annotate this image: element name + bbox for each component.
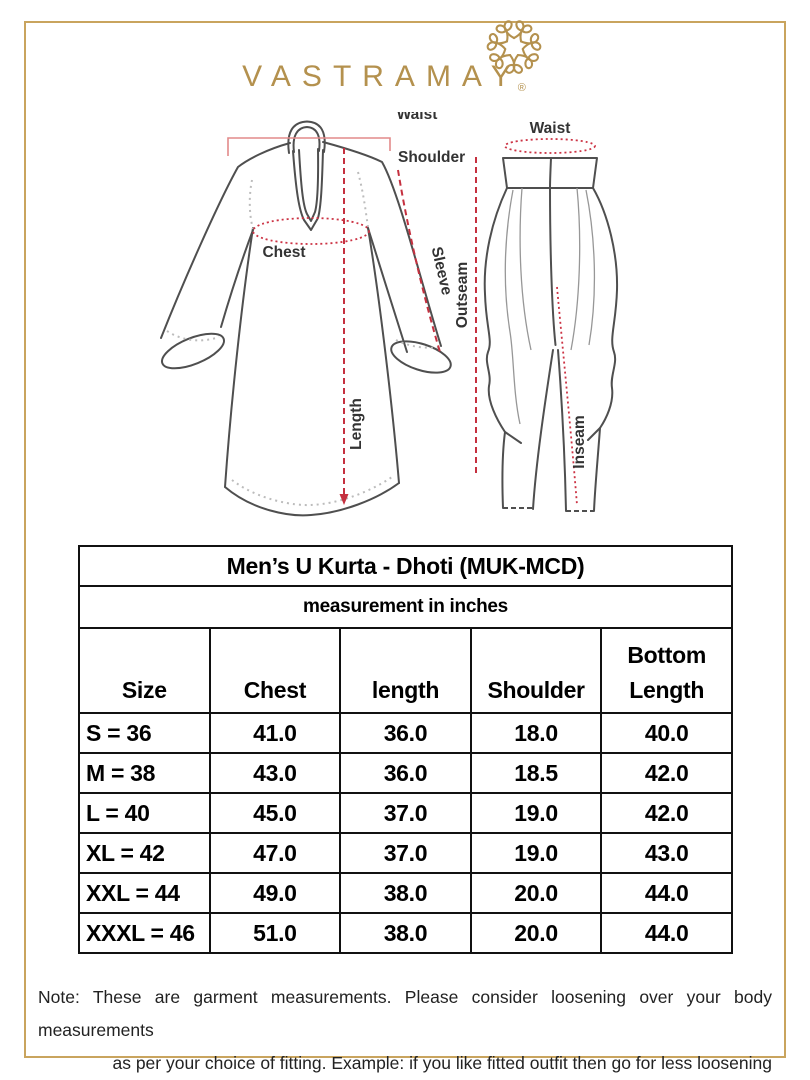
cell-chest: 51.0 [208,912,342,954]
table-subtitle-row: measurement in inches [78,585,733,629]
cell-bottom_length: 44.0 [600,912,733,954]
cell-shoulder: 18.0 [469,712,603,754]
size-chart-table: Men’s U Kurta - Dhoti (MUK-MCD) measurem… [78,545,733,954]
cell-length: 38.0 [339,872,472,914]
table-row: M = 38 43.0 36.0 18.5 42.0 [78,752,733,794]
cell-size: S = 36 [78,712,211,754]
note-line-2: as per your choice of fitting. Example: … [112,1053,772,1073]
cell-bottom_length: 42.0 [600,752,733,794]
column-header-size: Size [78,627,211,714]
cell-shoulder: 20.0 [469,912,603,954]
cell-length: 37.0 [339,832,472,874]
cell-chest: 49.0 [208,872,342,914]
table-row: S = 36 41.0 36.0 18.0 40.0 [78,712,733,754]
mandala-petals [485,20,543,76]
size-table-body: S = 36 41.0 36.0 18.0 40.0 M = 38 43.0 36.0 18.5… [78,712,733,954]
cell-chest: 41.0 [208,712,342,754]
kurta-length-label: Length [348,398,365,450]
kurta-shoulder-label: Shoulder [398,149,465,166]
cell-size: XL = 42 [78,832,211,874]
dhoti-outseam-label: Outseam [454,262,471,328]
kurta-chest-label: Chest [262,244,305,261]
dhoti-waist-label: Waist [530,120,571,137]
column-header-shoulder: Shoulder [469,627,603,714]
cell-size: XXL = 44 [78,872,211,914]
table-title-row: Men’s U Kurta - Dhoti (MUK-MCD) [78,545,733,587]
table-row: XXXL = 46 51.0 38.0 20.0 44.0 [78,912,733,954]
cell-length: 36.0 [339,752,472,794]
dhoti-inseam-label: Inseam [571,415,588,468]
brand-header: VASTRAMAY® [0,0,810,100]
cell-length: 37.0 [339,792,472,834]
column-header-row: Size Chest length Shoulder Bottom Length [78,627,733,714]
measurement-diagram: Waist Shoulder Chest Sleeve Length [140,112,700,552]
registered-trademark: ® [517,82,526,94]
cell-shoulder: 18.5 [469,752,603,794]
cell-bottom_length: 42.0 [600,792,733,834]
cell-bottom_length: 40.0 [600,712,733,754]
brand-logo: VASTRAMAY® [0,60,772,94]
table-row: XXL = 44 49.0 38.0 20.0 44.0 [78,872,733,914]
kurta-sleeve-label: Sleeve [428,245,456,297]
table-subtitle: measurement in inches [78,585,733,629]
kurta-annotations: Waist Shoulder Chest Sleeve Length [227,112,465,505]
gold-border-frame [24,21,786,1058]
cell-bottom_length: 44.0 [600,872,733,914]
table-row: L = 40 45.0 37.0 19.0 42.0 [78,792,733,834]
dhoti-annotations: Waist Outseam Inseam [454,120,596,506]
column-header-bottom-length: Bottom Length [600,627,733,714]
table-row: XL = 42 47.0 37.0 19.0 43.0 [78,832,733,874]
cell-shoulder: 19.0 [469,832,603,874]
brand-name: VASTRAMAY [242,60,522,93]
cell-size: XXXL = 46 [78,912,211,954]
column-header-chest: Chest [208,627,342,714]
kurta-drawing [160,120,452,517]
dhoti-drawing [483,157,619,512]
cell-length: 36.0 [339,712,472,754]
cell-shoulder: 20.0 [469,872,603,914]
cell-size: M = 38 [78,752,211,794]
cell-chest: 47.0 [208,832,342,874]
kurta-waist-label: Waist [397,112,438,123]
cell-chest: 45.0 [208,792,342,834]
cell-size: L = 40 [78,792,211,834]
column-header-length: length [339,627,472,714]
cell-bottom_length: 43.0 [600,832,733,874]
cell-length: 38.0 [339,912,472,954]
measurement-note: Note: These are garment measurements. Pl… [38,981,772,1080]
cell-shoulder: 19.0 [469,792,603,834]
cell-chest: 43.0 [208,752,342,794]
note-line-1: Note: These are garment measurements. Pl… [38,987,772,1040]
table-title: Men’s U Kurta - Dhoti (MUK-MCD) [78,545,733,587]
floral-mandala-icon [485,20,543,76]
